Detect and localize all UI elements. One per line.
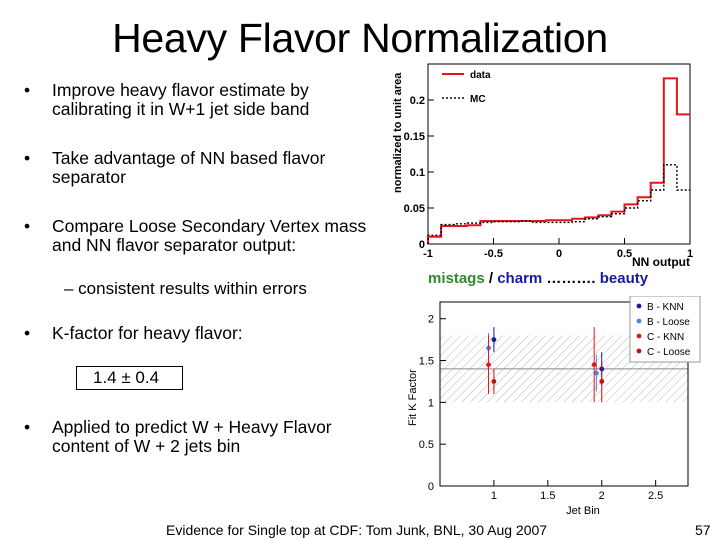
legend-label: MC	[470, 94, 486, 105]
x-tick-label: 0	[556, 248, 562, 260]
bullet-text: Compare Loose Secondary Vertex mass and …	[52, 216, 367, 255]
x-tick-label: 2.5	[648, 490, 663, 502]
x-tick-label: -1	[423, 248, 433, 260]
chart-bg	[390, 58, 700, 270]
bullet-dot: •	[24, 323, 31, 343]
data-point	[486, 362, 491, 368]
y-tick-label: 0.15	[404, 131, 425, 143]
y-tick-label: 0.2	[410, 95, 425, 107]
data-point	[591, 362, 597, 368]
sub-bullet: – consistent results within errors	[64, 279, 307, 298]
nn-output-histogram: 0 0.05 0.1 0.15 0.2 -1 -0.5 0 0.5 1 data MC norma…	[390, 58, 700, 270]
legend-label: B - KNN	[647, 302, 684, 313]
legend-marker	[636, 348, 642, 354]
y-tick-label: 1.5	[419, 356, 434, 368]
bullet-dot: •	[24, 148, 31, 168]
slide-title: Heavy Flavor Normalization	[112, 15, 608, 61]
caption-beauty: beauty	[599, 270, 649, 287]
footer-text: Evidence for Single top at CDF: Tom Junk…	[166, 522, 548, 538]
data-point	[491, 379, 497, 384]
legend-marker	[636, 318, 642, 324]
y-tick-label: 0.1	[410, 167, 425, 179]
data-point	[491, 337, 497, 343]
bullet-text: Applied to predict W + Heavy Flavor cont…	[52, 417, 332, 456]
x-tick-label: 1.5	[540, 490, 555, 502]
kfactor-plot: 0 0.5 1 1.5 2 1 1.5 2 2.5 B - KNN B - Loose C - K…	[398, 296, 704, 518]
data-point	[599, 379, 605, 384]
x-tick-label: -0.5	[484, 248, 503, 260]
bullet-dot: •	[24, 216, 31, 236]
y-tick-label: 0.5	[419, 439, 434, 451]
legend-marker	[636, 333, 642, 339]
data-point	[593, 370, 599, 376]
legend-label: C - KNN	[647, 332, 684, 343]
x-axis-label: NN output	[632, 255, 690, 269]
legend-label: B - Loose	[647, 317, 690, 328]
bullet-text: Improve heavy flavor estimate by calibra…	[52, 80, 310, 119]
bullet-dot: •	[24, 417, 31, 437]
bullet-text: Take advantage of NN based flavor separa…	[52, 148, 326, 187]
legend-label: C - Loose	[647, 347, 691, 358]
y-axis-label: Fit K Factor	[407, 369, 419, 426]
plot-frame	[439, 301, 689, 487]
y-tick-label: 0	[428, 481, 434, 493]
y-tick-label: 2	[428, 314, 434, 326]
x-axis-label: Jet Bin	[566, 505, 600, 517]
legend-label: data	[470, 70, 491, 81]
legend-marker	[636, 303, 642, 309]
legend-box	[629, 296, 701, 363]
caption-mistags: mistags	[428, 270, 485, 287]
bullet-dot: •	[24, 80, 31, 100]
y-tick-label: 1	[428, 397, 434, 409]
page-number: 57	[695, 522, 711, 538]
flavor-caption: mistags / charm ………. beauty	[428, 270, 648, 288]
y-axis-label: normalized to unit area	[392, 72, 404, 193]
caption-charm: charm	[497, 270, 543, 287]
bullet-text: K-factor for heavy flavor:	[52, 323, 243, 343]
x-tick-label: 1	[687, 248, 693, 260]
x-tick-label: 2	[599, 490, 605, 502]
x-tick-label: 1	[491, 490, 497, 502]
caption-sep: /	[484, 270, 498, 287]
caption-sep: ……….	[542, 270, 600, 287]
y-tick-label: 0.05	[404, 203, 425, 215]
kfactor-box: 1.4 ± 0.4	[76, 366, 183, 390]
x-tick-label: 0.5	[617, 248, 632, 260]
y-tick-label: 0	[419, 239, 425, 251]
